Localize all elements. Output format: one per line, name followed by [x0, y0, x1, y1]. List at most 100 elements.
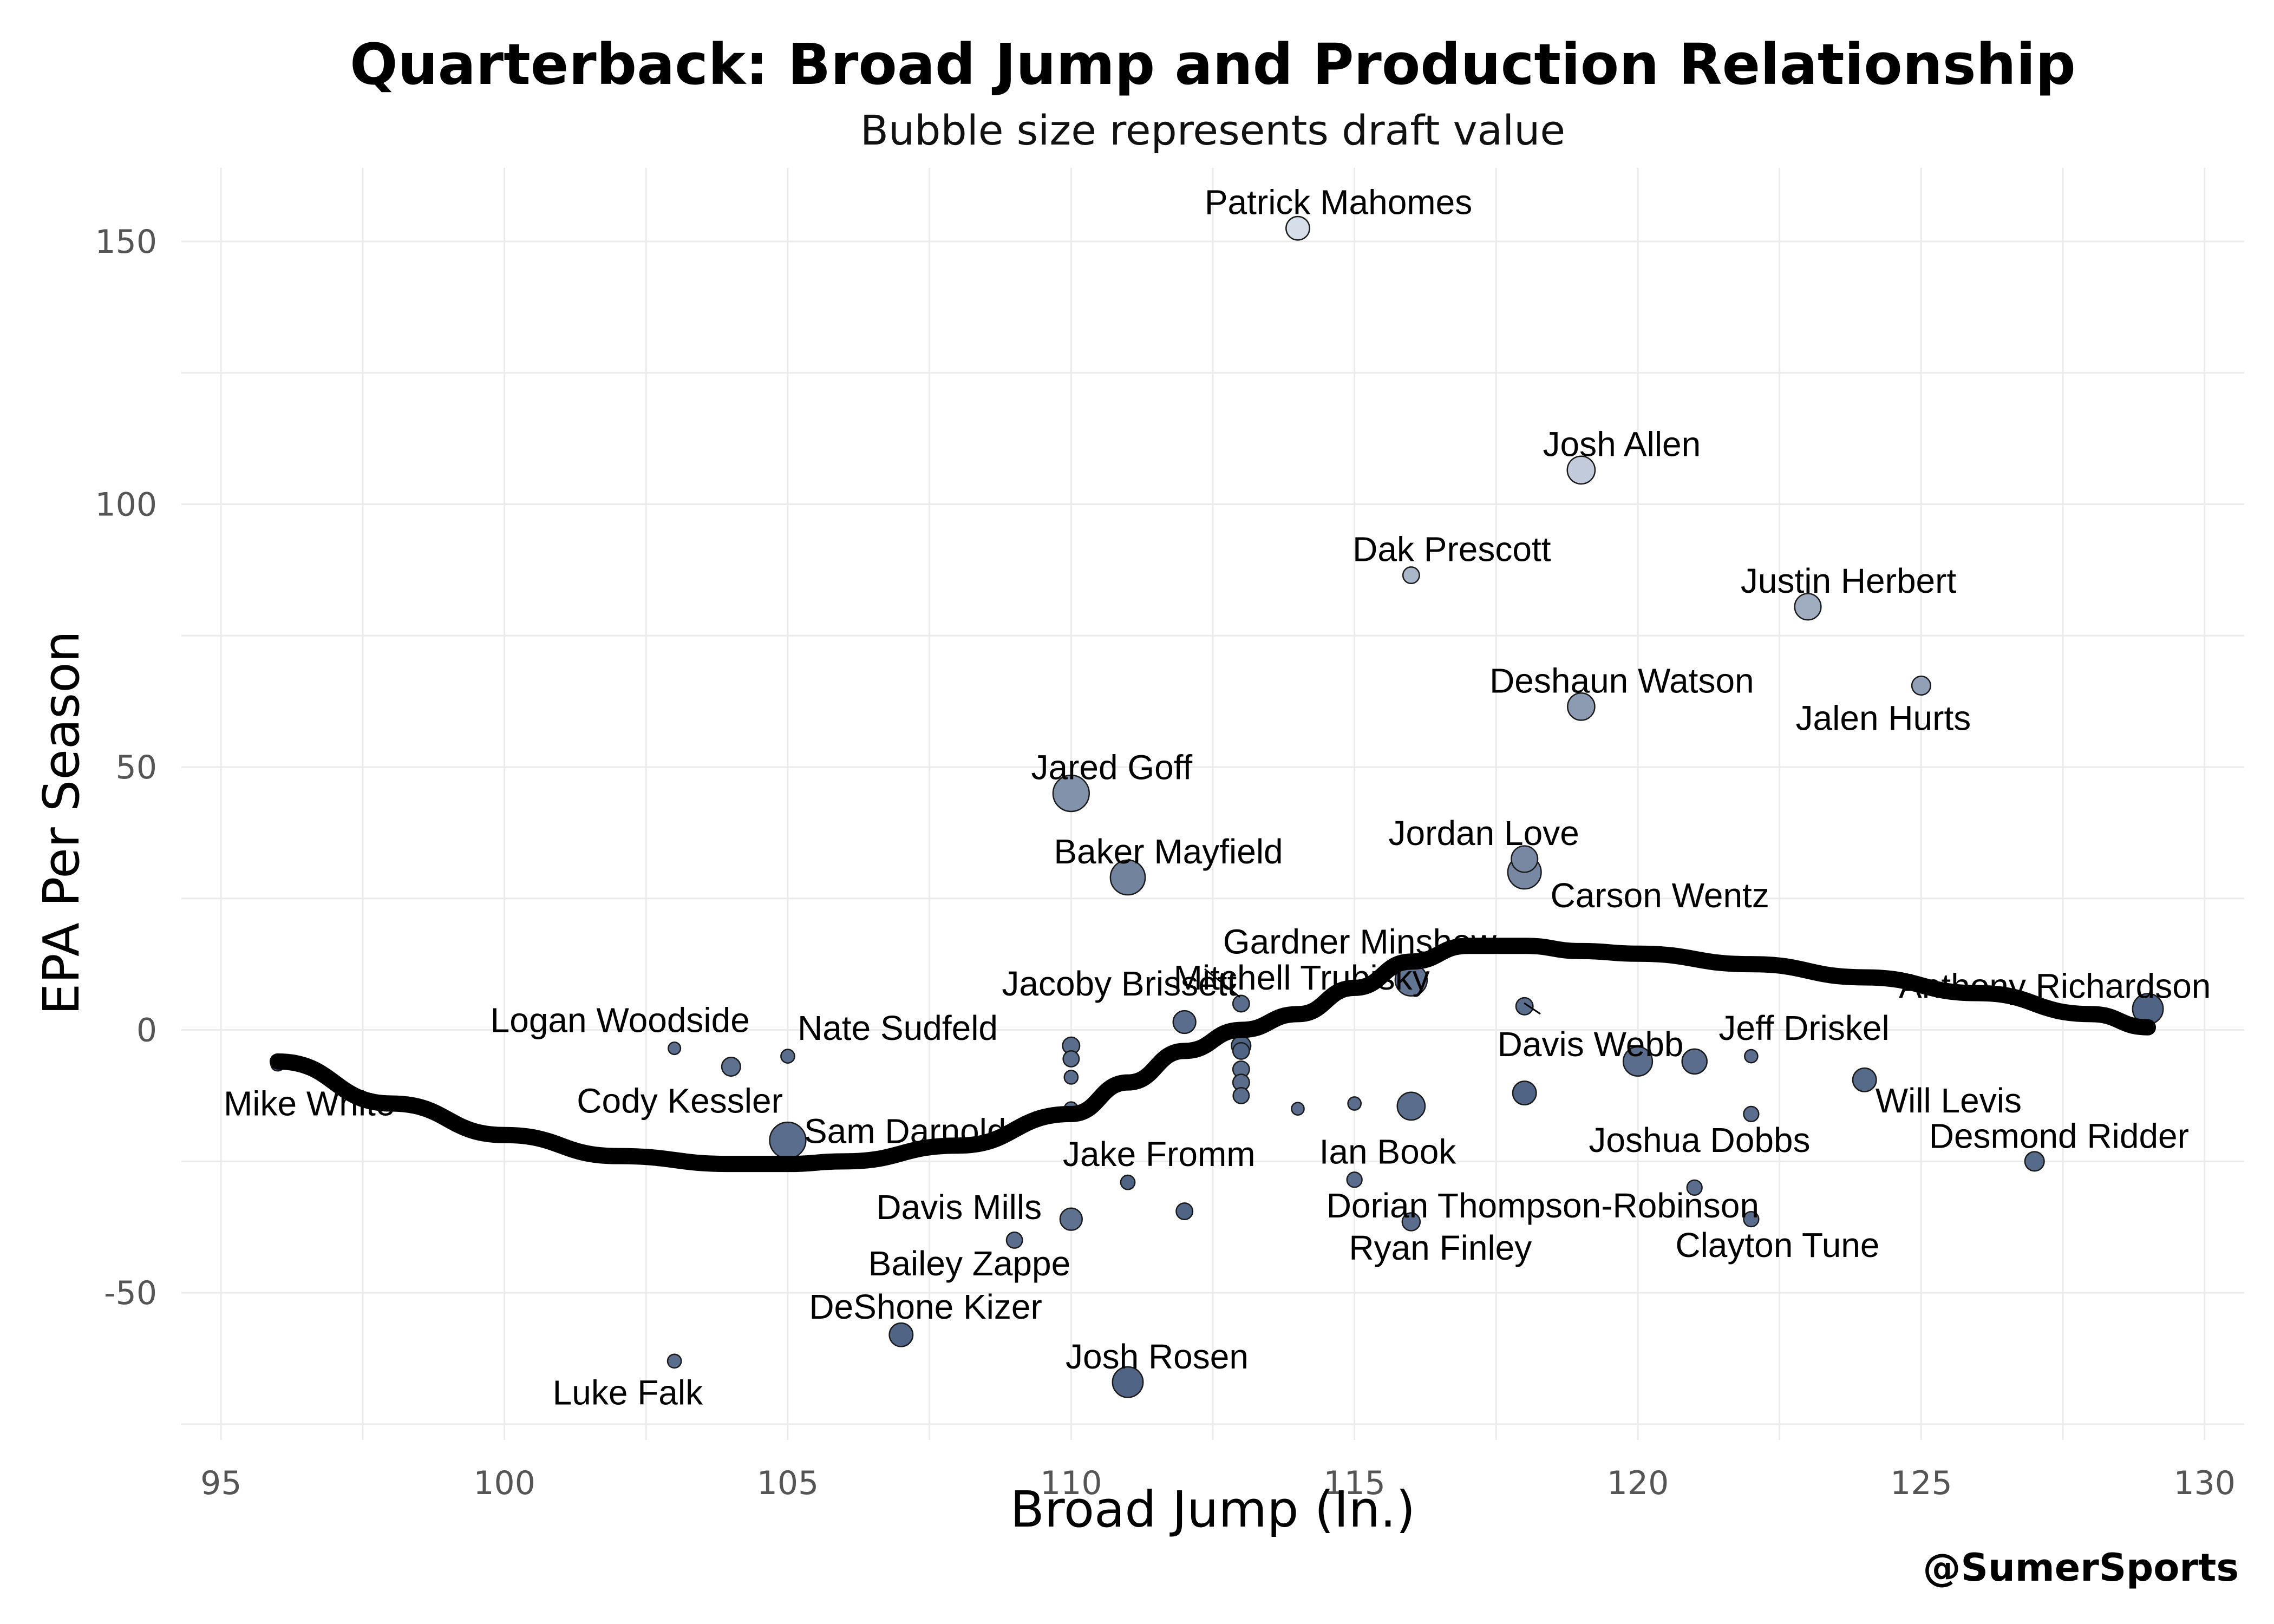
data-point [666, 1353, 682, 1369]
x-tick-label: 130 [2173, 1464, 2236, 1502]
data-points [270, 215, 2164, 1398]
data-point [1062, 1050, 1080, 1068]
data-point [1005, 1232, 1023, 1249]
data-point [1794, 593, 1822, 621]
x-tick-label: 95 [200, 1464, 241, 1502]
y-tick-label: 150 [95, 223, 157, 261]
x-tick-label: 100 [473, 1464, 535, 1502]
point-label: Mitchell Trubisky [1174, 958, 1430, 997]
data-point [1052, 774, 1090, 813]
data-point [1291, 1102, 1305, 1116]
x-tick-label: 105 [757, 1464, 819, 1502]
point-label: Dak Prescott [1352, 530, 1551, 569]
point-label: Ian Book [1319, 1132, 1457, 1171]
data-point [1346, 1171, 1363, 1188]
chart-subtitle: Bubble size represents draft value [860, 106, 1565, 154]
point-labels: Patrick Mahomes Josh Allen Dak Prescott Jus… [224, 183, 2211, 1412]
data-point [1744, 1049, 1759, 1064]
data-point [1511, 845, 1539, 873]
point-label: Anthony Richardson [1899, 967, 2211, 1006]
x-tick-label: 120 [1607, 1464, 1669, 1502]
point-label: Clayton Tune [1675, 1226, 1879, 1265]
point-label: Josh Rosen [1066, 1337, 1249, 1376]
data-point [1232, 1042, 1250, 1060]
data-point [1063, 1070, 1079, 1085]
label-leader-line [1524, 1002, 1541, 1015]
point-label: Bailey Zappe [868, 1244, 1071, 1283]
point-label: Davis Webb [1498, 1025, 1684, 1064]
point-label: Jared Goff [1031, 748, 1192, 787]
data-point [1347, 1096, 1362, 1111]
y-tick-label: 50 [116, 749, 157, 787]
data-point [1120, 1174, 1136, 1190]
point-label: Josh Allen [1543, 424, 1701, 463]
y-axis-label: EPA Per Season [32, 631, 90, 1015]
data-point [1401, 1212, 1421, 1232]
data-point [1172, 1010, 1197, 1034]
data-point [1686, 1179, 1703, 1196]
data-point [1567, 692, 1596, 721]
data-point [1743, 1210, 1760, 1228]
data-point [668, 1041, 682, 1056]
data-point [1109, 859, 1146, 896]
data-point [1232, 1087, 1250, 1104]
data-point [721, 1057, 741, 1077]
y-tick-label: 100 [95, 486, 157, 523]
x-tick-label: 115 [1323, 1464, 1386, 1502]
point-label: Nate Sudfeld [798, 1009, 998, 1047]
point-label: Desmond Ridder [1929, 1116, 2189, 1155]
point-label: Logan Woodside [491, 1001, 750, 1040]
trend-line [269, 938, 2157, 1173]
data-point [1515, 997, 1534, 1016]
point-label: Baker Mayfield [1054, 832, 1283, 871]
point-label: Mike White [224, 1084, 395, 1123]
x-tick-labels: 95 100 105 110 115 120 125 130 [200, 1464, 2236, 1502]
y-tick-label: 0 [136, 1012, 157, 1050]
x-tick-label: 110 [1040, 1464, 1102, 1502]
data-point [1285, 215, 1310, 241]
data-point [1396, 1091, 1426, 1121]
data-point [1911, 675, 1931, 696]
data-point [780, 1049, 795, 1064]
chart-title: Quarterback: Broad Jump and Production R… [350, 31, 2076, 97]
point-label: Deshaun Watson [1489, 661, 1754, 700]
point-label: Justin Herbert [1741, 561, 1957, 600]
point-label: Gardner Minshew [1223, 922, 1497, 961]
data-point [888, 1322, 914, 1347]
data-point [1112, 1366, 1144, 1398]
point-label: Patrick Mahomes [1205, 183, 1472, 222]
point-label: Carson Wentz [1551, 876, 1769, 915]
point-label: Will Levis [1876, 1081, 2022, 1120]
source-caption: @SumerSports [1923, 1546, 2239, 1590]
data-point [1681, 1048, 1708, 1075]
data-point [1566, 455, 1596, 485]
data-point [1059, 1207, 1083, 1231]
data-point [1232, 994, 1250, 1013]
point-label: Cody Kessler [577, 1082, 783, 1121]
point-label: Luke Falk [553, 1373, 703, 1412]
x-tick-label: 125 [1890, 1464, 1952, 1502]
point-label: Joshua Dobbs [1589, 1121, 1810, 1160]
point-label: Jake Fromm [1063, 1135, 1256, 1174]
data-point [1402, 566, 1420, 585]
point-label: Dorian Thompson-Robinson [1327, 1186, 1759, 1225]
data-point [1175, 1202, 1194, 1221]
data-point [1743, 1105, 1760, 1123]
point-label: Jordan Love [1389, 814, 1579, 853]
grid-lines [181, 168, 2244, 1440]
x-axis-label: Broad Jump (In.) [1010, 1481, 1415, 1538]
data-point [1512, 1081, 1537, 1106]
y-tick-label: -50 [104, 1274, 157, 1312]
point-label: Ryan Finley [1349, 1228, 1532, 1267]
point-label: Sam Darnold [804, 1111, 1007, 1150]
point-label: Davis Mills [876, 1188, 1042, 1227]
data-point [1852, 1067, 1877, 1092]
point-label: DeShone Kizer [809, 1287, 1042, 1326]
point-label: Jacoby Brissett [1002, 964, 1237, 1003]
point-label: Jalen Hurts [1796, 699, 1971, 738]
data-point [1622, 1046, 1654, 1077]
data-point [2024, 1151, 2045, 1172]
y-tick-labels: -50 0 50 100 150 [95, 223, 157, 1312]
label-leader-line [1204, 968, 1240, 998]
